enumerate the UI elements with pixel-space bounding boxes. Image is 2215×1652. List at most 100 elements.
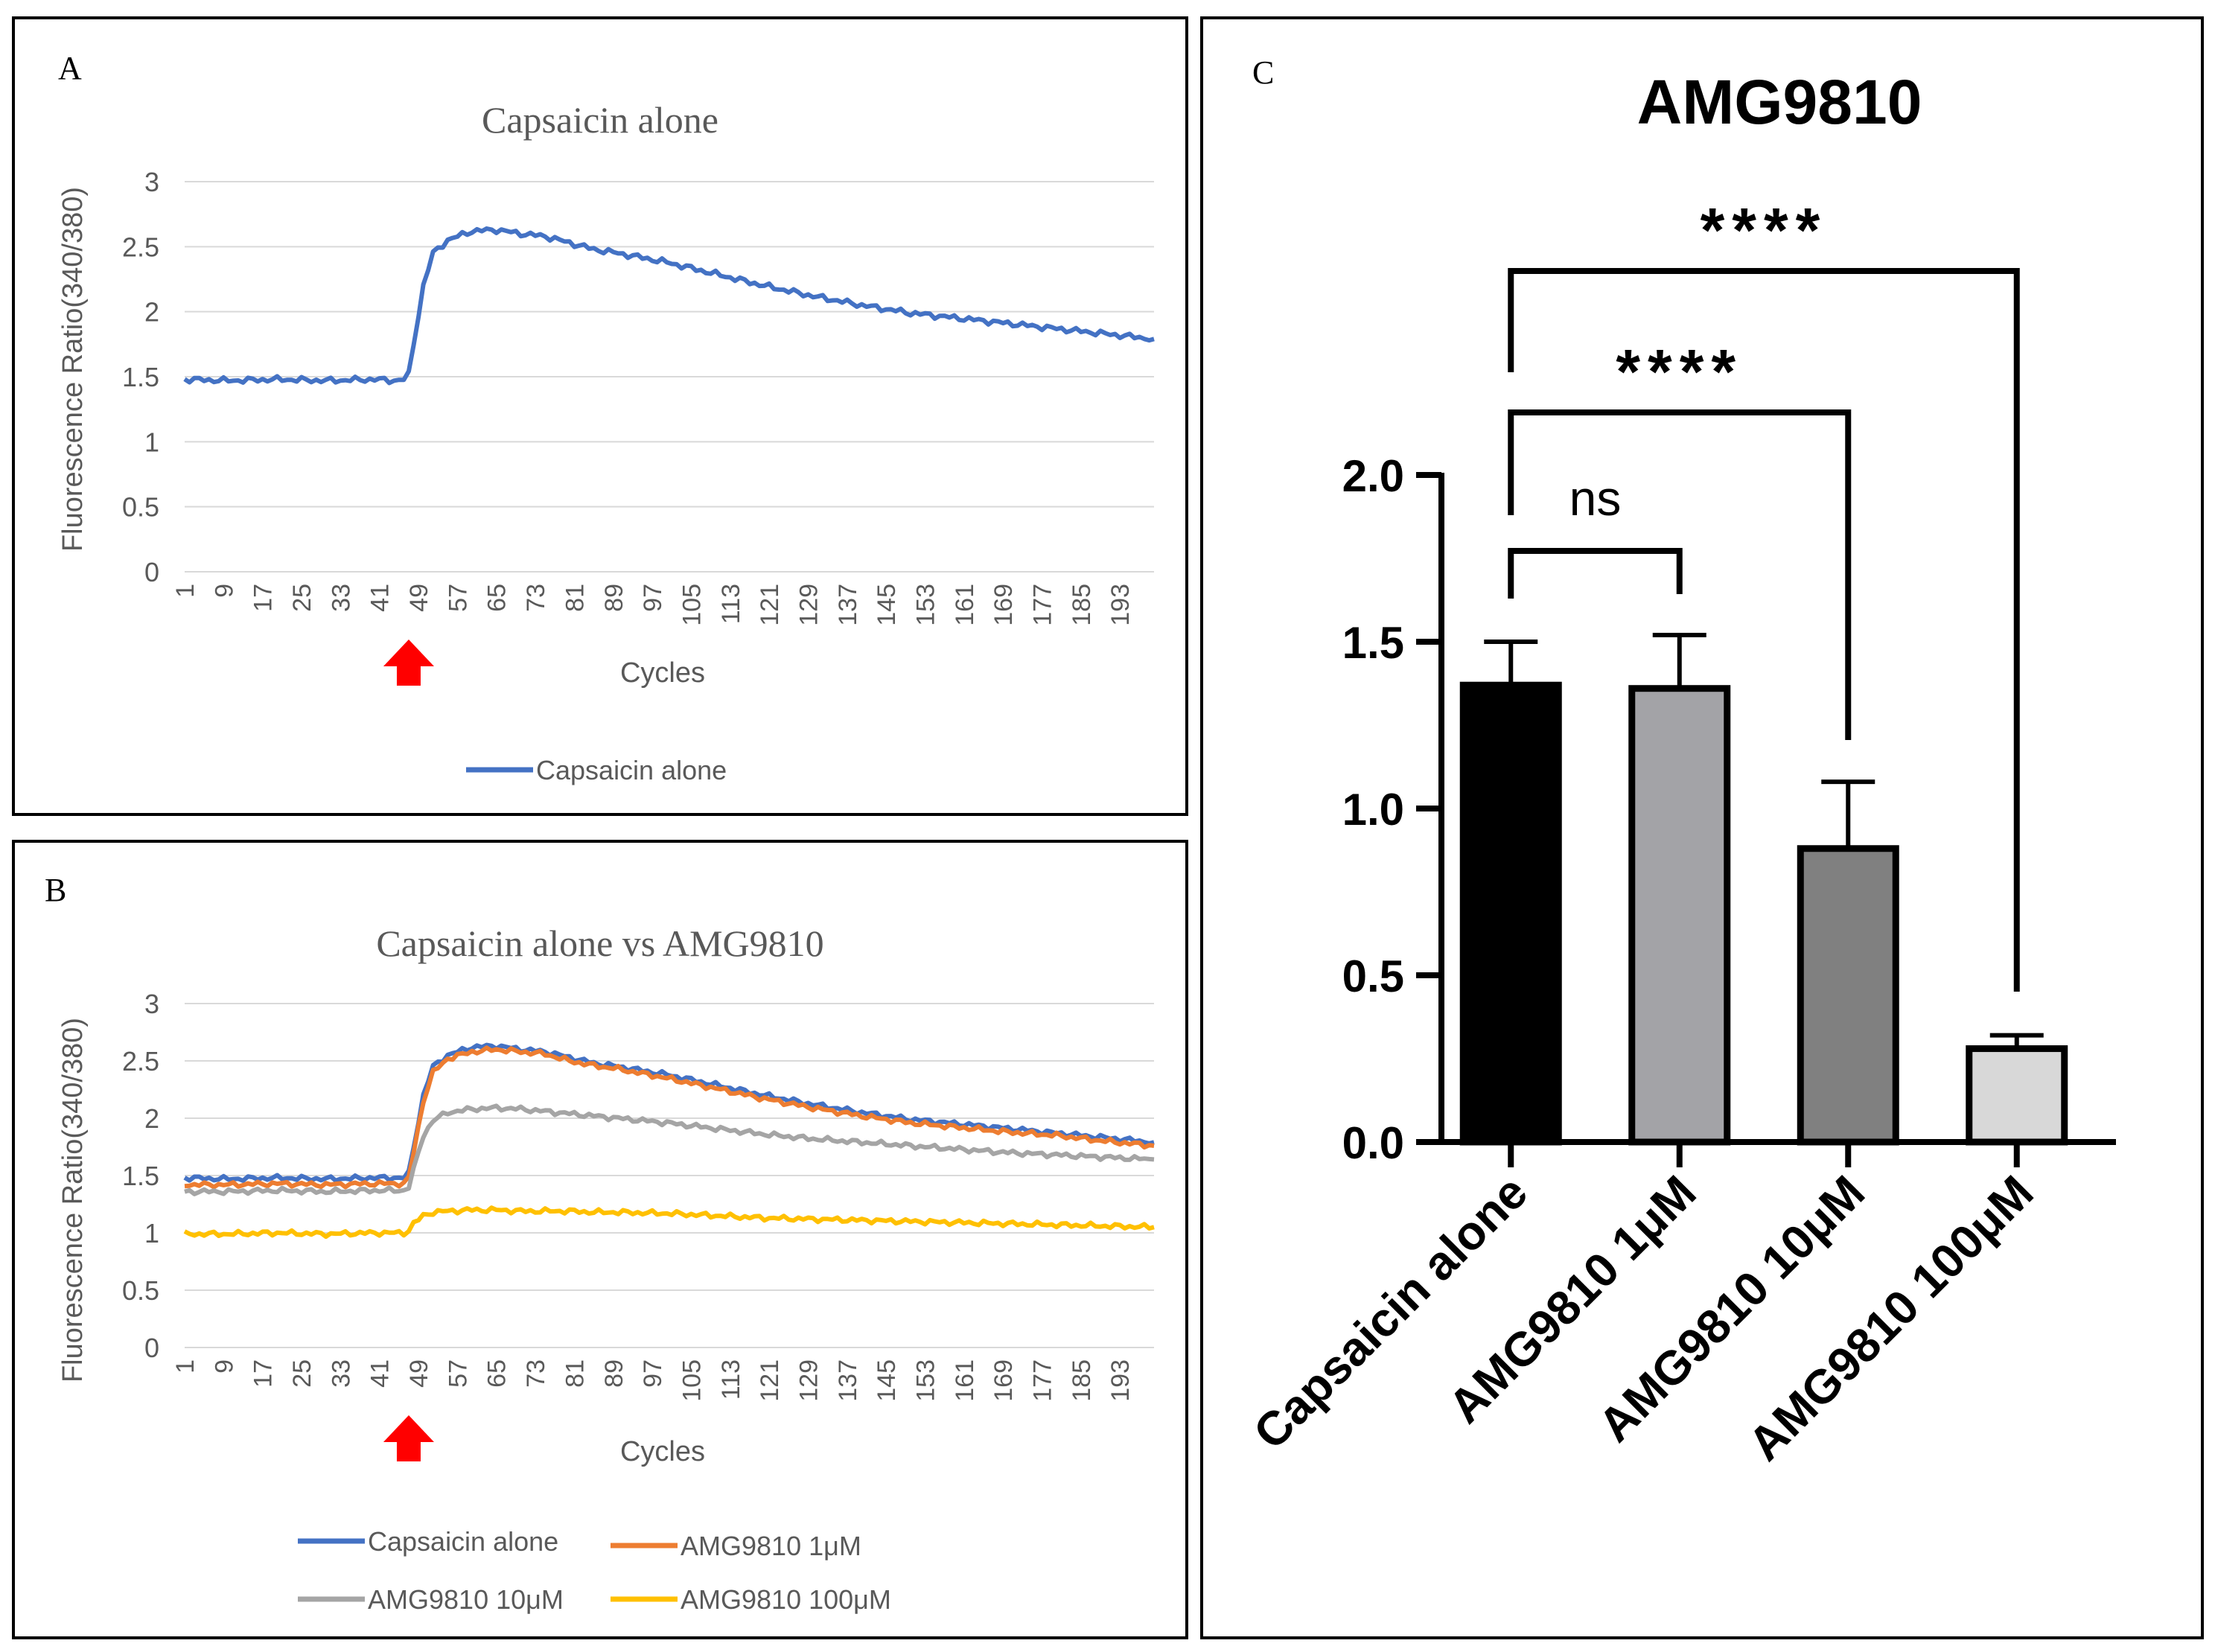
x-tick-label: 65 — [483, 1359, 511, 1388]
significance-label: **** — [1616, 337, 1743, 406]
y-tick-label: 0 — [144, 1333, 159, 1363]
x-tick-label: 105 — [678, 1359, 706, 1402]
y-tick-label: 1 — [144, 1218, 159, 1248]
y-axis-label: Fluorescence Ratio(340/380) — [57, 1018, 89, 1382]
x-tick-label: 145 — [873, 1359, 901, 1402]
x-ticks: 1 9 17 25 33 41 49 57 65 73 81 89 97 105 113 121 129 137 1… — [171, 584, 1135, 626]
y-tick-label: 1.5 — [122, 362, 159, 392]
legend-label: Capsaicin alone — [368, 1526, 558, 1557]
x-tick-label: 65 — [483, 584, 511, 612]
x-ticks: 1 9 17 25 33 41 49 57 65 73 81 89 97 105 113 121 129 137 1… — [171, 1359, 1135, 1402]
chart-title: Capsaicin alone — [482, 99, 718, 141]
x-tick-label: 153 — [911, 1359, 940, 1402]
legend: Capsaicin alone — [466, 755, 727, 785]
x-tick-label: 41 — [366, 1359, 395, 1388]
x-tick-label: 121 — [756, 1359, 784, 1402]
x-tick-label: 193 — [1106, 584, 1135, 626]
x-tick-label: 81 — [561, 1359, 589, 1388]
series-line — [183, 226, 1155, 386]
x-tick-label: 161 — [951, 584, 979, 626]
y-tick-label: 0.5 — [122, 1275, 159, 1306]
y-tick-label: 2.5 — [122, 232, 159, 262]
x-tick-label: 73 — [522, 1359, 550, 1388]
y-tick-label: 1.5 — [122, 1161, 159, 1191]
x-tick-label: 113 — [717, 584, 745, 624]
x-tick-label: 185 — [1068, 584, 1096, 626]
x-tick-label: 9 — [210, 1359, 238, 1374]
x-tick-label: 97 — [639, 584, 667, 612]
y-tick-label: 3 — [144, 989, 159, 1019]
y-tick-label: 2 — [144, 1103, 159, 1134]
significance-label: **** — [1701, 195, 1828, 265]
legend-label: AMG9810 1μM — [681, 1531, 861, 1561]
x-tick-label: 81 — [561, 584, 589, 612]
series-line — [183, 1042, 1155, 1183]
x-tick-label: 33 — [327, 1359, 355, 1388]
x-tick-label: 25 — [288, 1359, 316, 1388]
series-lines — [183, 1042, 1155, 1240]
significance-bracket — [1508, 268, 2020, 992]
significance-brackets: ns **** **** — [1508, 195, 2020, 992]
significance-bracket — [1508, 409, 1852, 740]
panel-c: C AMG9810 0.0 0.5 1.0 1.5 2.0 ns **** **** Cap… — [1200, 16, 2204, 1639]
bar — [1797, 845, 1899, 1146]
significance-label: ns — [1569, 471, 1622, 526]
x-tick-label: 129 — [794, 1359, 823, 1402]
panel-letter: B — [45, 872, 66, 908]
series-lines — [183, 226, 1155, 386]
y-tick-label: 0 — [144, 557, 159, 587]
x-tick-label: 57 — [444, 1359, 472, 1388]
x-tick-label: 89 — [600, 584, 628, 612]
x-tick-label: 33 — [327, 584, 355, 612]
panel-b: B Capsaicin alone vs AMG9810 Cycles Fluo… — [12, 840, 1188, 1639]
legend-label: AMG9810 10μM — [368, 1584, 564, 1615]
y-tick-label: 1.5 — [1342, 618, 1404, 668]
significance-bracket — [1508, 548, 1683, 599]
x-tick-label: 169 — [989, 1359, 1018, 1402]
line-chart-b: B Capsaicin alone vs AMG9810 Cycles Fluo… — [45, 872, 1155, 1615]
x-tick-label: 169 — [989, 584, 1018, 626]
y-tick-label: 2 — [144, 297, 159, 328]
x-tick-label: 137 — [834, 1359, 862, 1402]
stimulus-arrow-icon — [383, 1415, 434, 1461]
x-tick-label: 73 — [522, 584, 550, 612]
x-tick-label: 1 — [171, 584, 200, 598]
x-tick-label: 185 — [1068, 1359, 1096, 1402]
bars — [1459, 633, 2068, 1146]
y-tick-label: 2.0 — [1342, 451, 1404, 501]
category-label: AMG9810 100μM — [1738, 1165, 2044, 1471]
series-line — [184, 1045, 1155, 1190]
legend-label: Capsaicin alone — [536, 755, 727, 785]
x-tick-label: 17 — [249, 1359, 278, 1388]
x-tick-label: 113 — [717, 1359, 745, 1400]
red-up-arrow-icon — [383, 1415, 434, 1461]
x-tick-label: 153 — [911, 584, 940, 626]
x-tick-label: 177 — [1029, 1359, 1057, 1402]
legend: Capsaicin alone AMG9810 1μM AMG9810 10μM AM… — [298, 1526, 891, 1615]
x-tick-label: 49 — [405, 584, 433, 612]
x-tick-label: 9 — [210, 584, 238, 598]
x-tick-label: 161 — [951, 1359, 979, 1402]
y-ticks: 0 0.5 1 1.5 2 2.5 3 — [122, 989, 159, 1363]
x-tick-label: 41 — [366, 584, 395, 612]
x-tick-label: 121 — [756, 584, 784, 626]
x-tick-label: 137 — [834, 584, 862, 626]
x-axis-label: Cycles — [620, 657, 705, 689]
x-tick-label: 97 — [639, 1359, 667, 1388]
line-chart-a: A Capsaicin alone Cycles Fluorescence Ra… — [57, 50, 1155, 785]
y-tick-label: 2.5 — [122, 1046, 159, 1077]
x-tick-label: 17 — [249, 584, 278, 612]
grid — [185, 181, 1154, 573]
stimulus-arrow-icon — [383, 640, 434, 686]
y-axis-label: Fluorescence Ratio(340/380) — [57, 187, 89, 552]
y-tick-label: 1.0 — [1342, 785, 1404, 835]
x-tick-label: 25 — [288, 584, 316, 612]
y-ticks: 0 0.5 1 1.5 2 2.5 3 — [122, 167, 159, 587]
y-tick-label: 0.0 — [1342, 1118, 1404, 1168]
red-up-arrow-icon — [383, 640, 434, 686]
x-tick-label: 57 — [444, 584, 472, 612]
y-tick-label: 0.5 — [1342, 951, 1404, 1001]
y-tick-label: 1 — [144, 427, 159, 457]
chart-title: Capsaicin alone vs AMG9810 — [376, 922, 823, 964]
